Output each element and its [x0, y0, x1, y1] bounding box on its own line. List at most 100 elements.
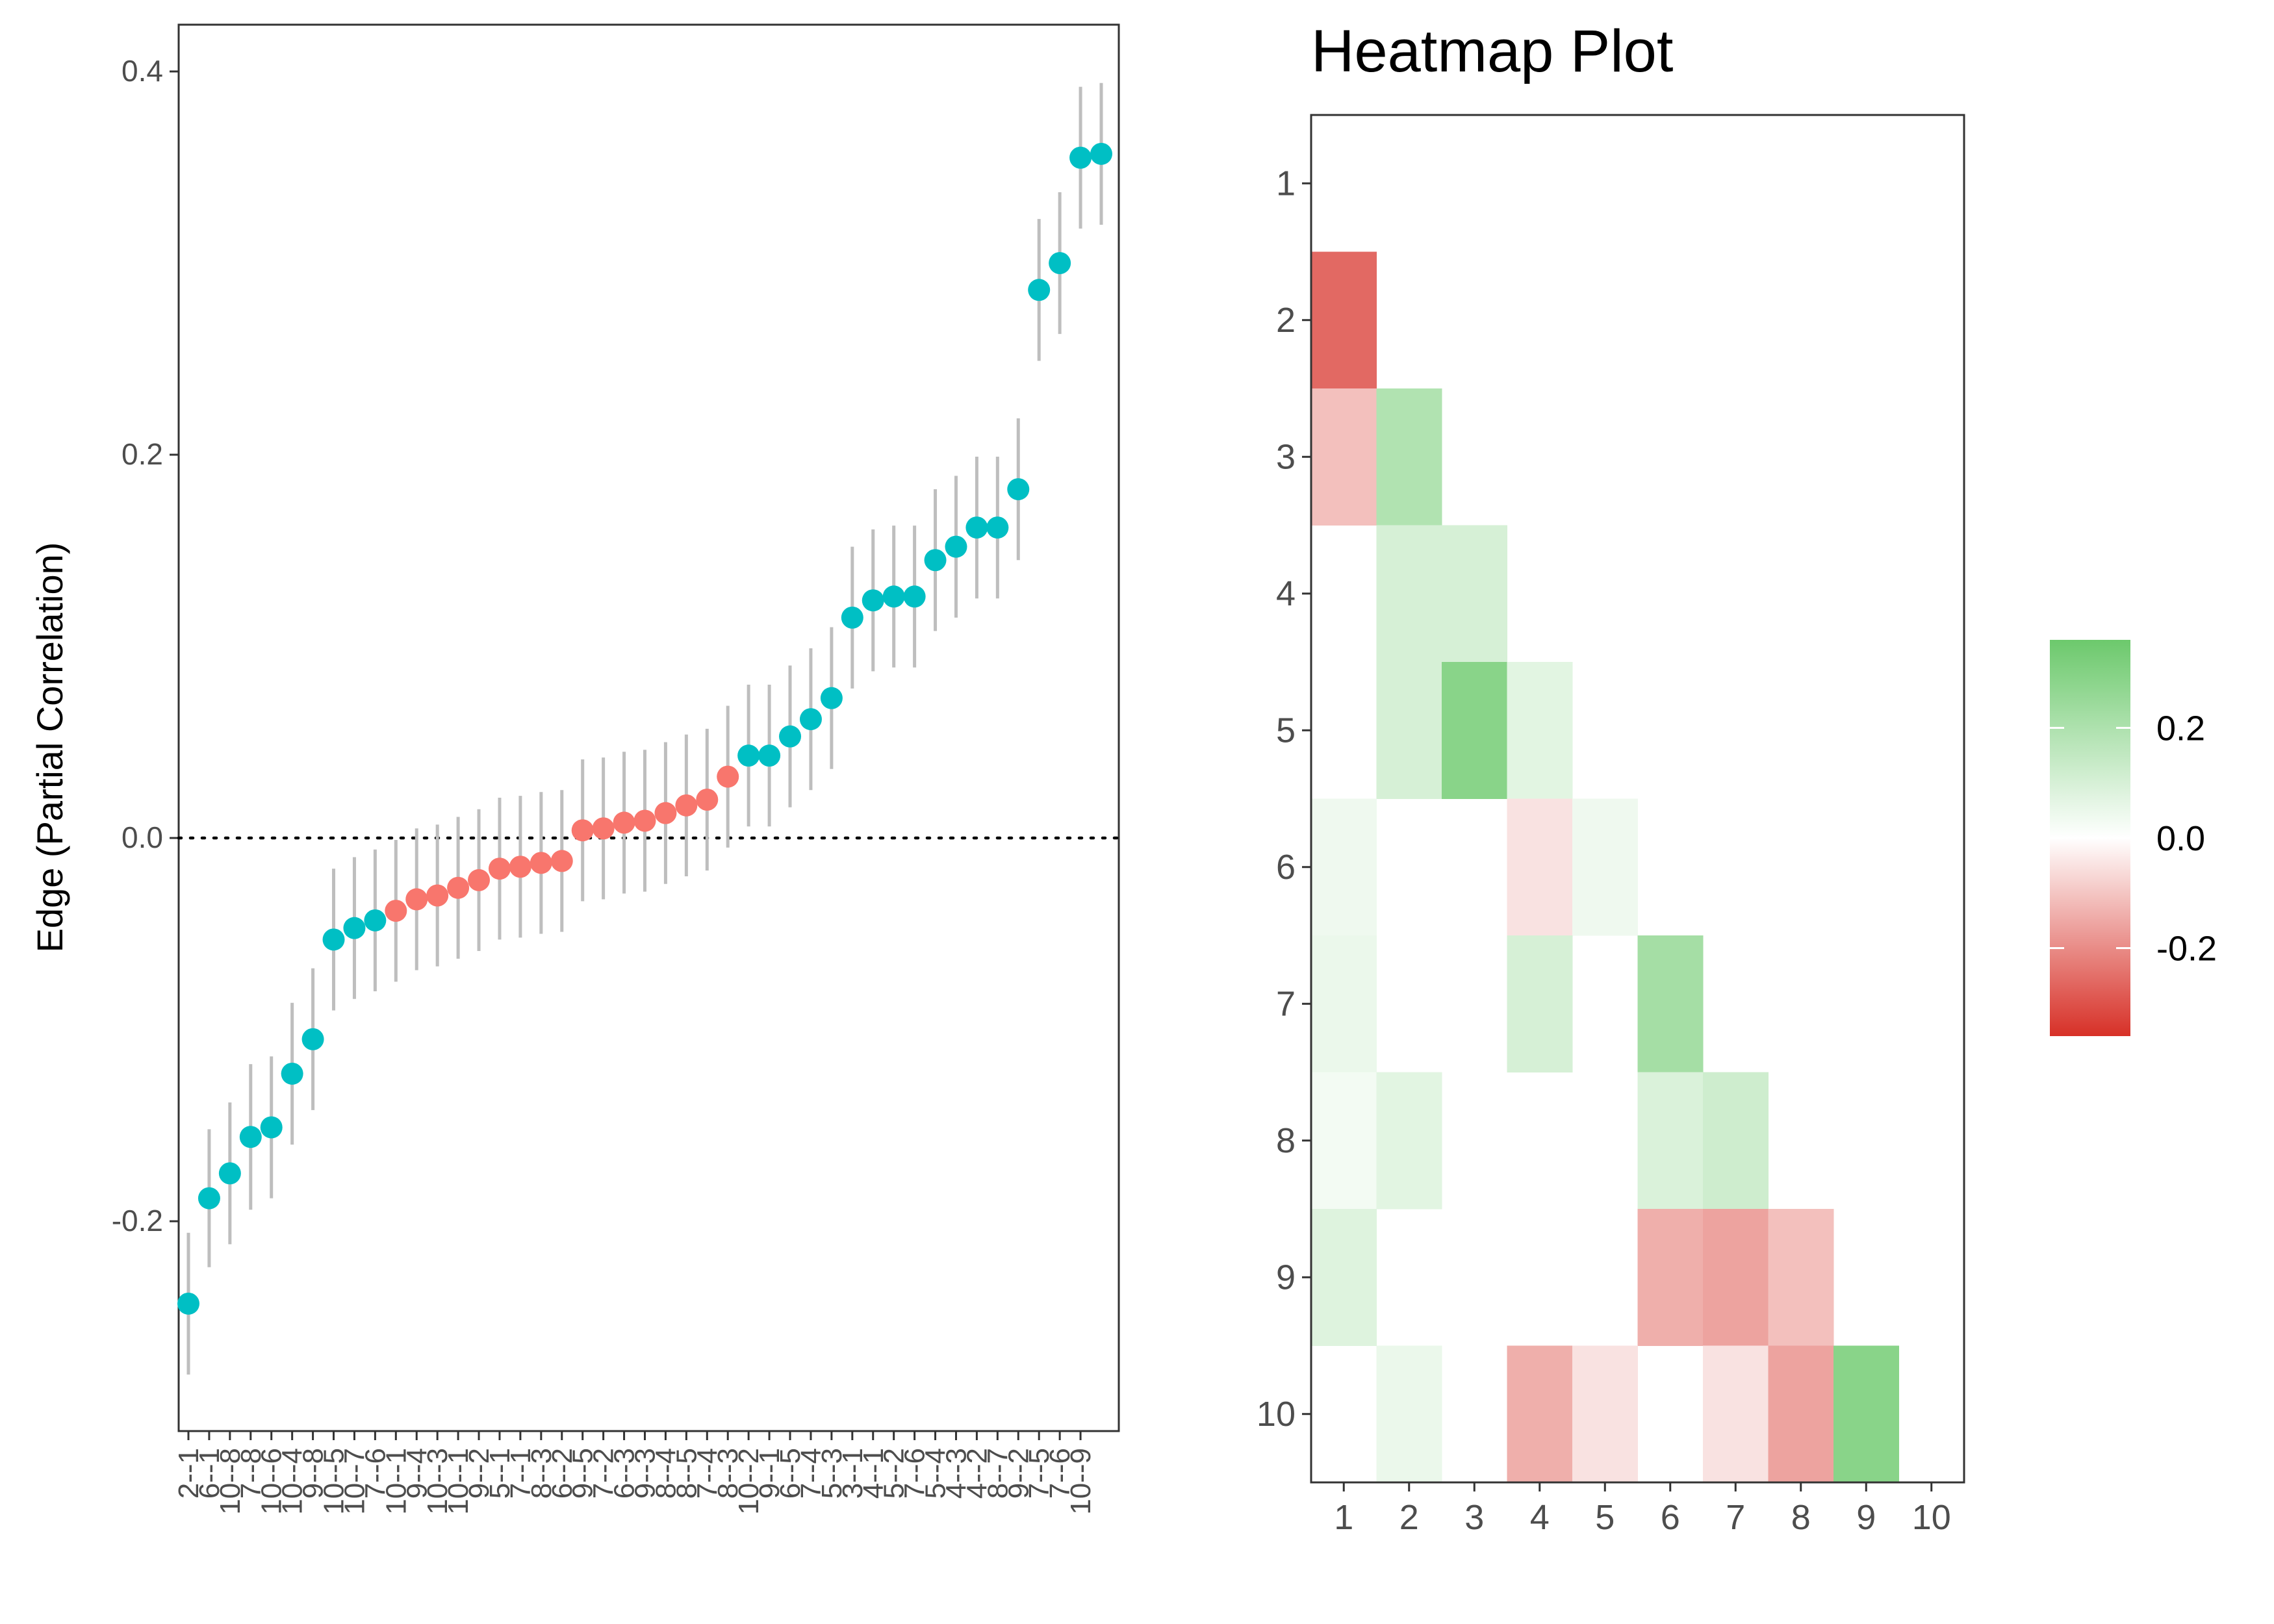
edge-point: [841, 606, 863, 629]
heatmap-cell: [1703, 1209, 1769, 1346]
edge-point: [488, 857, 511, 880]
x-tick-label: 10--2: [733, 1448, 765, 1515]
heatmap-panel: Heatmap Plot 1 2 3 4 5 6 7 8 9 10 1 2 3 4 5 6 7 8 9 10 0.2 0.0…: [1257, 18, 2217, 1537]
x-tick-label: 9--2: [1003, 1448, 1034, 1499]
edge-point: [882, 585, 905, 608]
x-tick-label: 8--3: [712, 1448, 744, 1499]
legend-tick-label: -0.2: [2156, 929, 2217, 968]
edge-point: [1049, 252, 1071, 274]
heatmap-cell: [1311, 1072, 1377, 1210]
x-tick-label: 6--2: [546, 1448, 578, 1499]
x-tick-label: 7--5: [1023, 1448, 1055, 1499]
edge-point: [633, 809, 656, 832]
edge-point: [799, 708, 822, 731]
x-tick-label: 8--3: [526, 1448, 557, 1499]
x-tick-label: 10--4: [277, 1448, 309, 1515]
edge-point: [737, 744, 760, 767]
edge-point: [239, 1126, 262, 1148]
heatmap-x-label: 1: [1334, 1498, 1353, 1537]
heatmap-cell: [1703, 1072, 1769, 1210]
heatmap-x-label: 2: [1399, 1498, 1419, 1537]
heatmap-cell: [1637, 935, 1704, 1072]
heatmap-y-label: 3: [1276, 437, 1296, 476]
edge-point: [218, 1162, 241, 1185]
heatmap-cell: [1703, 1345, 1769, 1483]
edge-point: [820, 687, 843, 709]
heatmap-cell: [1572, 798, 1638, 936]
x-tick-label: 10--5: [318, 1448, 350, 1515]
x-tick-label: 7--4: [691, 1448, 723, 1499]
legend-tick-label: 0.0: [2156, 819, 2205, 858]
edge-point: [1090, 142, 1112, 165]
plot-frame: [177, 23, 1120, 1432]
heatmap-x-label: 7: [1726, 1498, 1745, 1537]
edge-point: [530, 852, 552, 874]
x-tick-label: 9--1: [754, 1448, 786, 1499]
heatmap-cell: [1507, 662, 1573, 799]
edge-point: [965, 516, 988, 539]
edge-point: [675, 794, 698, 817]
edge-point: [945, 535, 967, 558]
legend-tick-label: 0.2: [2156, 709, 2205, 748]
x-tick-label: 7--6: [1044, 1448, 1076, 1499]
x-tick-label: 5--2: [878, 1448, 910, 1499]
x-tick-label: 5--4: [920, 1448, 952, 1499]
x-tick-label: 3--1: [837, 1448, 869, 1499]
x-tick-label: 5--1: [484, 1448, 516, 1499]
heatmap-x-label: 10: [1912, 1498, 1951, 1537]
heatmap-cell: [1376, 525, 1442, 663]
heatmap-cell: [1311, 251, 1377, 389]
x-tick-label: 9--4: [401, 1448, 433, 1499]
x-tick-label: 10--1: [380, 1448, 412, 1515]
heatmap-y-label: 1: [1276, 164, 1296, 203]
x-tick-label: 6--1: [194, 1448, 225, 1499]
heatmap-y-label: 9: [1276, 1258, 1296, 1297]
x-tick-label: 9--3: [630, 1448, 661, 1499]
edge-point: [779, 725, 802, 748]
heatmap-y-label: 5: [1276, 711, 1296, 750]
heatmap-x-label: 8: [1791, 1498, 1811, 1537]
edge-point: [903, 585, 926, 608]
y-tick-label: 0.2: [121, 437, 163, 471]
edge-point: [571, 819, 594, 842]
heatmap-cell: [1311, 935, 1377, 1072]
x-tick-label: 6--5: [774, 1448, 806, 1499]
edge-point: [654, 802, 677, 824]
heatmap-y-label: 2: [1276, 301, 1296, 340]
heatmap-cell: [1311, 388, 1377, 526]
x-tick-label: 10--7: [339, 1448, 370, 1515]
heatmap-x-label: 9: [1856, 1498, 1876, 1537]
x-tick-label: 9--8: [298, 1448, 329, 1499]
x-tick-label: 7--4: [795, 1448, 827, 1499]
heatmap-y-label: 7: [1276, 984, 1296, 1023]
edge-point: [198, 1187, 220, 1210]
x-tick-label: 7--1: [505, 1448, 537, 1499]
x-tick-label: 9--5: [567, 1448, 599, 1499]
edge-point: [862, 589, 884, 612]
x-tick-label: 4--3: [940, 1448, 972, 1499]
edge-point: [260, 1116, 283, 1139]
edge-point: [301, 1028, 324, 1050]
edge-point: [986, 516, 1009, 539]
heatmap-cell: [1507, 935, 1573, 1072]
heatmap-cell: [1507, 1345, 1573, 1483]
x-tick-label: 6--3: [609, 1448, 641, 1499]
heatmap-cell: [1376, 388, 1442, 526]
edge-point: [364, 909, 387, 932]
x-tick-label: 5--3: [816, 1448, 848, 1499]
edge-point: [385, 900, 407, 922]
heatmap-x-label: 5: [1595, 1498, 1615, 1537]
edge-point: [509, 856, 531, 878]
heatmap-x-label: 3: [1464, 1498, 1484, 1537]
edge-point: [550, 850, 573, 872]
heatmap-x-label: 6: [1661, 1498, 1680, 1537]
heatmap-cell: [1311, 1209, 1377, 1346]
edge-point: [405, 888, 428, 911]
edge-point: [1069, 146, 1092, 169]
edge-point: [592, 817, 615, 840]
edge-point: [447, 876, 470, 899]
heatmap-cell: [1311, 798, 1377, 936]
x-tick-label: 10--1: [442, 1448, 474, 1515]
x-tick-label: 10--8: [214, 1448, 246, 1515]
heatmap-title: Heatmap Plot: [1311, 18, 1673, 84]
